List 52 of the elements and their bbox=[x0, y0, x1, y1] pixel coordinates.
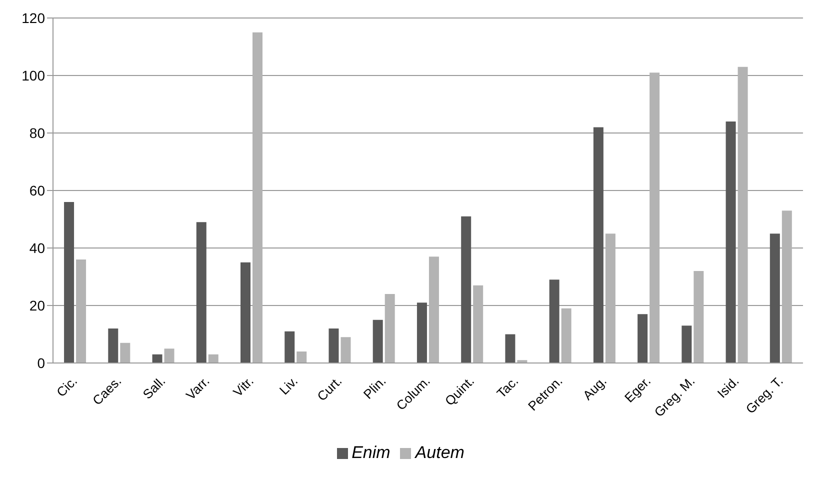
bar bbox=[252, 32, 262, 363]
bar bbox=[284, 331, 295, 363]
x-tick-label: Sall. bbox=[140, 373, 168, 402]
bar bbox=[240, 262, 250, 363]
bar bbox=[76, 260, 86, 363]
bar bbox=[561, 308, 572, 363]
x-tick-label: Vitr. bbox=[230, 373, 256, 400]
bar bbox=[505, 334, 516, 363]
y-tick-label: 0 bbox=[37, 354, 46, 371]
bar bbox=[328, 328, 339, 363]
y-tick-label: 20 bbox=[29, 297, 46, 314]
x-tick-label: Tac. bbox=[494, 373, 522, 401]
bar bbox=[108, 328, 118, 363]
x-tick-label: Varr. bbox=[183, 373, 212, 403]
x-tick-label: Isid. bbox=[714, 373, 742, 401]
bar bbox=[384, 294, 395, 363]
bar bbox=[196, 222, 206, 363]
y-tick-label: 40 bbox=[29, 240, 46, 256]
bar bbox=[726, 122, 736, 363]
y-tick-label: 80 bbox=[29, 124, 46, 141]
x-tick-label: Curt. bbox=[314, 373, 345, 404]
bar bbox=[461, 216, 472, 363]
legend-label: Enim bbox=[352, 443, 390, 462]
bar bbox=[120, 342, 130, 363]
y-tick-label: 120 bbox=[22, 10, 46, 26]
x-tick-label: Aug. bbox=[580, 373, 610, 403]
legend-label: Autem bbox=[415, 443, 464, 462]
bar bbox=[770, 234, 780, 363]
bar bbox=[549, 280, 560, 363]
bar bbox=[340, 337, 351, 363]
bar bbox=[164, 348, 174, 363]
bar bbox=[782, 210, 792, 363]
bar bbox=[605, 234, 616, 363]
y-tick-label: 60 bbox=[29, 182, 46, 198]
bar bbox=[473, 285, 484, 363]
bar bbox=[682, 326, 692, 363]
bar bbox=[638, 314, 648, 363]
bar bbox=[372, 320, 383, 363]
bar bbox=[738, 66, 748, 363]
bar bbox=[593, 127, 604, 363]
bar bbox=[428, 256, 439, 363]
bar bbox=[152, 354, 162, 363]
bar bbox=[694, 271, 704, 363]
bar bbox=[208, 354, 218, 363]
bar bbox=[650, 72, 660, 363]
x-tick-label: Plin. bbox=[360, 373, 389, 402]
x-tick-label: Liv. bbox=[276, 373, 301, 398]
bar bbox=[296, 352, 307, 363]
x-tick-label: Cic. bbox=[54, 373, 80, 400]
bar bbox=[416, 302, 427, 363]
bar bbox=[64, 202, 74, 363]
y-tick-label: 100 bbox=[22, 67, 46, 84]
